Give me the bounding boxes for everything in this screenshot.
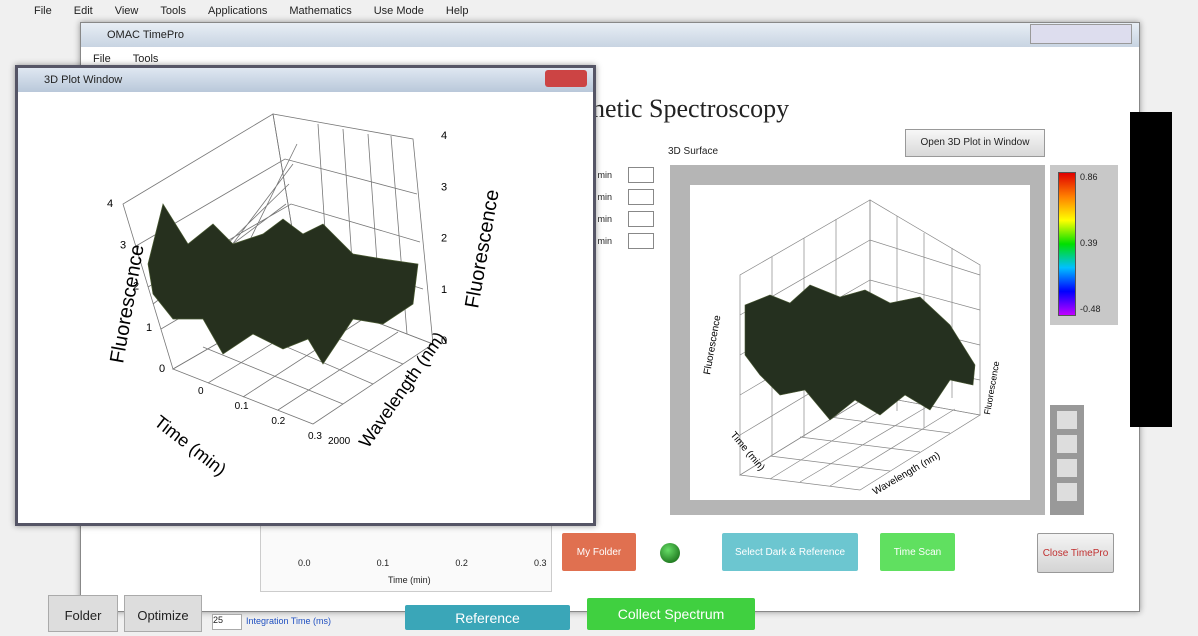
legend-entry: 0 min [590, 164, 654, 186]
legend-entry: 1 min [590, 186, 654, 208]
legend-label: 1 min [590, 192, 613, 202]
side-panel [1130, 112, 1172, 427]
legend: 0 min 1 min 2 min 3 min [590, 164, 654, 252]
menu-item: File [34, 5, 52, 17]
plot-tools [1050, 405, 1084, 515]
menu-item: Use Mode [373, 5, 424, 17]
z-tick: 4 [107, 198, 113, 210]
wavelength-tick: 2000 [328, 436, 351, 447]
legend-swatch [628, 167, 654, 183]
z-tick: 0 [159, 363, 165, 375]
graph-tick: 0.1 [376, 558, 390, 568]
menu-item: View [114, 5, 139, 17]
select-dark-reference-button[interactable]: Select Dark & Reference [722, 533, 858, 571]
z-tick: 2 [133, 281, 139, 293]
integration-field[interactable]: 25 [212, 614, 242, 630]
menu-item: Tools [132, 53, 159, 65]
close-button[interactable]: Close TimePro [1037, 533, 1114, 573]
my-folder-button[interactable]: My Folder [562, 533, 636, 571]
window-controls[interactable] [1030, 24, 1132, 44]
plot-window-title: 3D Plot Window [18, 68, 593, 92]
reference-button[interactable]: Reference [405, 605, 570, 630]
integration-label: Integration Time (ms) [246, 616, 332, 626]
colorbar-tick: -0.48 [1080, 304, 1101, 314]
legend-label: 2 min [590, 214, 613, 224]
z-tick: 3 [120, 239, 126, 251]
graph-tick: 0.0 [298, 558, 311, 568]
surface-plot: Fluorescence Fluorescence Time (min) Wav… [690, 185, 1030, 500]
time-tick: 0 [198, 386, 204, 397]
legend-swatch [628, 211, 654, 227]
menu-item: Help [445, 5, 469, 17]
tool-icon[interactable] [1057, 435, 1077, 453]
open-3d-button[interactable]: Open 3D Plot in Window [905, 129, 1045, 157]
menu-item: Applications [208, 5, 268, 17]
menu-item: Edit [73, 5, 93, 17]
legend-label: 3 min [590, 236, 613, 246]
time-scan-button[interactable]: Time Scan [880, 533, 955, 571]
graph-x-label: Time (min) [388, 575, 431, 585]
heading: netic Spectroscopy [592, 94, 790, 123]
colorbar-ticks: 0.86 0.39 -0.48 [1080, 172, 1114, 314]
legend-entry: 2 min [590, 208, 654, 230]
window-menu: File Tools [93, 53, 180, 65]
folder-tab[interactable]: Folder [48, 595, 118, 632]
window-title: OMAC TimePro [81, 23, 1139, 47]
menu-item: Tools [160, 5, 187, 17]
colorbar-tick: 0.39 [1080, 238, 1098, 248]
plot-window: 3D Plot Window 0 0 1 1 2 2 3 3 4 4 0 0.1 0.2 0.3 2000 … [15, 65, 596, 526]
graph-tick: 0.2 [455, 558, 468, 568]
colorbar-tick: 0.86 [1080, 172, 1098, 182]
menu-item: File [93, 53, 111, 65]
tool-icon[interactable] [1057, 483, 1077, 501]
graph-tick: 0.3 [534, 558, 547, 568]
tool-icon[interactable] [1057, 411, 1077, 429]
time-tick: 0.3 [308, 431, 322, 442]
close-window[interactable] [545, 70, 587, 87]
legend-label: 0 min [590, 170, 613, 180]
z-tick: 1 [146, 322, 152, 334]
tool-icon[interactable] [1057, 459, 1077, 477]
legend-swatch [628, 189, 654, 205]
app-menu: File Edit View Tools Applications Mathematics… [34, 5, 491, 17]
menu-item: Mathematics [289, 5, 352, 17]
z-tick: 2 [441, 233, 447, 245]
surface-label: 3D Surface [668, 146, 719, 157]
z-tick: 3 [441, 181, 447, 193]
z-tick: 1 [441, 284, 447, 296]
status-led [660, 543, 680, 563]
collect-spectrum-button[interactable]: Collect Spectrum [587, 598, 755, 630]
legend-swatch [628, 233, 654, 249]
optimize-tab[interactable]: Optimize [124, 595, 202, 632]
time-tick: 0.2 [271, 416, 285, 427]
legend-entry: 3 min [590, 230, 654, 252]
z-tick: 4 [441, 130, 447, 142]
z-tick: 0 [441, 335, 447, 347]
time-tick: 0.1 [235, 401, 249, 412]
colorbar [1058, 172, 1076, 316]
